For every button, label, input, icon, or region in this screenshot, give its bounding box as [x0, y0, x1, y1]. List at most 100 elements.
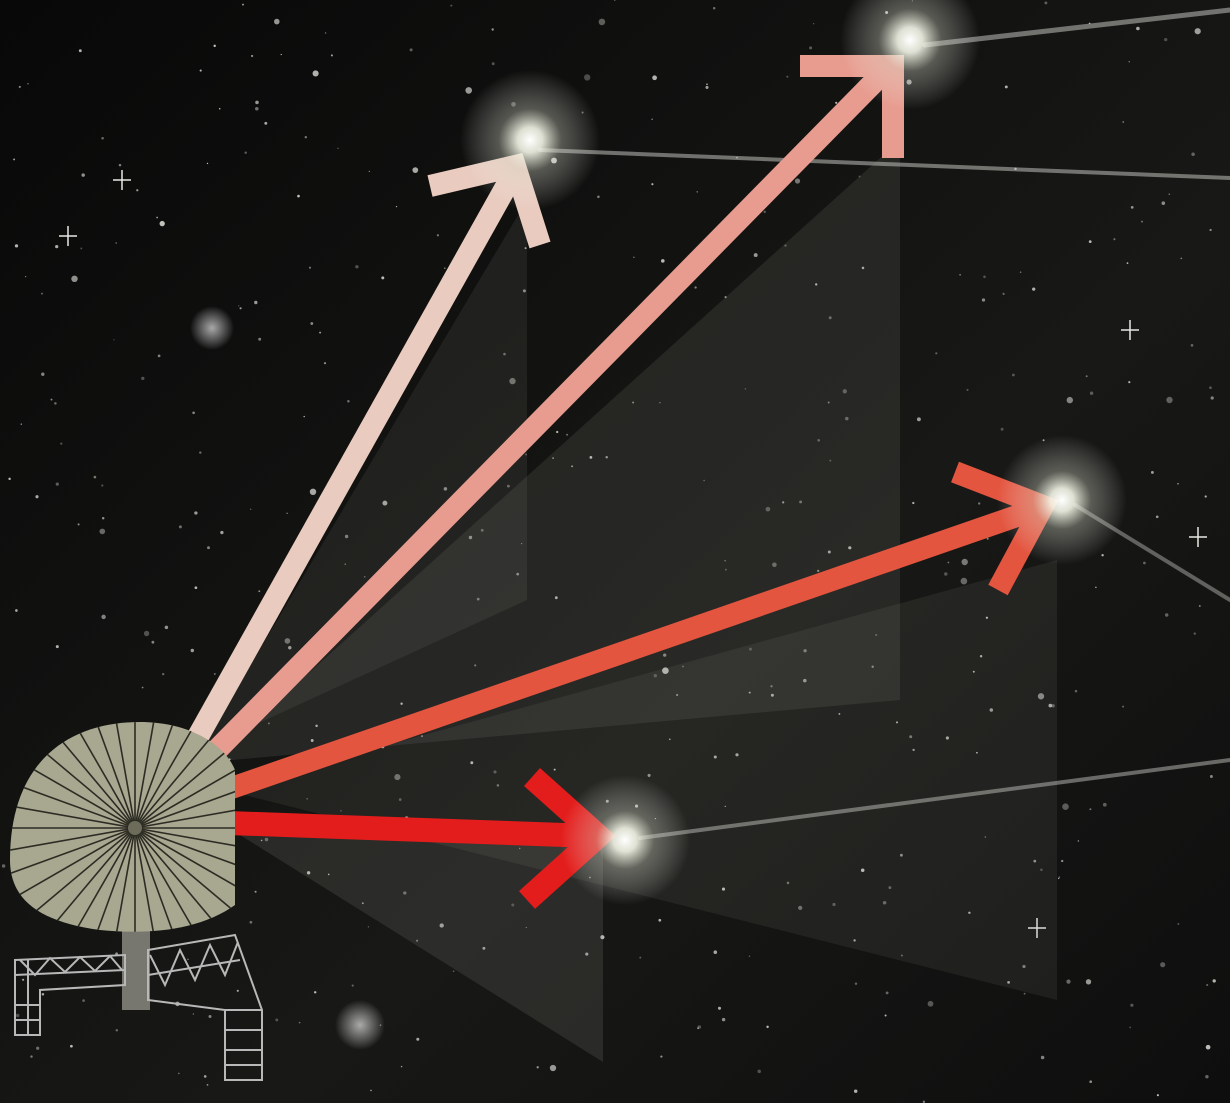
star — [959, 274, 961, 276]
star — [275, 1018, 278, 1021]
star — [987, 538, 989, 540]
star — [324, 362, 326, 364]
star — [19, 86, 21, 88]
star — [319, 332, 321, 334]
star — [255, 107, 259, 111]
star — [722, 1018, 725, 1021]
star — [633, 257, 634, 258]
star — [966, 389, 968, 391]
star — [948, 562, 950, 564]
star — [370, 1090, 371, 1091]
star — [1209, 386, 1212, 389]
star — [337, 148, 338, 149]
star — [1127, 262, 1129, 264]
star — [368, 926, 369, 927]
star — [209, 1015, 212, 1018]
page: {} — [0, 0, 1230, 1103]
star — [238, 305, 239, 306]
star — [944, 572, 947, 575]
star — [79, 49, 82, 52]
star — [706, 83, 708, 85]
star — [101, 615, 105, 619]
star — [369, 171, 370, 172]
star — [195, 586, 198, 589]
star — [492, 28, 494, 30]
star — [313, 70, 319, 76]
star — [15, 244, 18, 247]
star — [1166, 397, 1172, 403]
star — [352, 985, 354, 987]
star — [60, 443, 62, 445]
star — [1061, 860, 1063, 862]
star — [325, 32, 326, 33]
star — [1206, 1045, 1211, 1050]
illustration — [0, 0, 1230, 1103]
star — [162, 673, 164, 675]
star — [70, 1045, 73, 1048]
star — [1130, 1004, 1133, 1007]
star — [713, 7, 715, 9]
star — [113, 339, 114, 340]
star — [718, 1007, 721, 1010]
star — [813, 23, 814, 24]
star — [1086, 375, 1088, 377]
star — [1012, 374, 1015, 377]
star — [142, 687, 144, 689]
star — [21, 423, 22, 424]
star — [179, 525, 182, 528]
star — [1058, 878, 1059, 879]
star — [786, 76, 788, 78]
star — [1103, 803, 1107, 807]
star — [1151, 471, 1154, 474]
faint-star — [190, 306, 234, 350]
star — [286, 513, 288, 515]
star — [983, 276, 986, 279]
star — [935, 352, 937, 354]
star — [651, 183, 653, 185]
star — [156, 217, 158, 219]
star — [258, 338, 261, 341]
star — [444, 267, 446, 269]
star — [537, 1066, 539, 1068]
star — [255, 101, 259, 105]
star — [1156, 515, 1159, 518]
star — [1041, 1056, 1045, 1060]
star — [22, 979, 24, 981]
star — [1160, 962, 1165, 967]
star — [1164, 38, 1167, 41]
star — [1129, 61, 1130, 62]
star — [187, 959, 188, 960]
star — [757, 1070, 760, 1073]
star — [71, 276, 77, 282]
star — [698, 1025, 702, 1029]
star — [94, 476, 97, 479]
star — [192, 412, 195, 415]
star — [54, 402, 57, 405]
star — [1128, 381, 1130, 383]
star — [599, 19, 606, 26]
star — [1211, 396, 1214, 399]
star — [102, 517, 104, 519]
star — [56, 482, 59, 485]
star — [237, 990, 239, 992]
star — [207, 1084, 209, 1086]
star — [119, 164, 122, 167]
star — [749, 955, 750, 956]
star — [1090, 391, 1093, 394]
star — [1044, 1, 1047, 4]
star — [1086, 979, 1091, 984]
star — [297, 195, 300, 198]
star — [714, 950, 718, 954]
star — [1024, 993, 1026, 995]
bright-star — [997, 435, 1127, 565]
star — [978, 502, 980, 504]
star — [274, 19, 280, 25]
star — [912, 502, 914, 504]
star — [178, 1073, 180, 1075]
star — [160, 221, 165, 226]
star — [660, 1056, 662, 1058]
star — [597, 196, 600, 199]
star — [1129, 1026, 1131, 1028]
star — [1141, 221, 1143, 223]
bright-star — [460, 70, 600, 210]
